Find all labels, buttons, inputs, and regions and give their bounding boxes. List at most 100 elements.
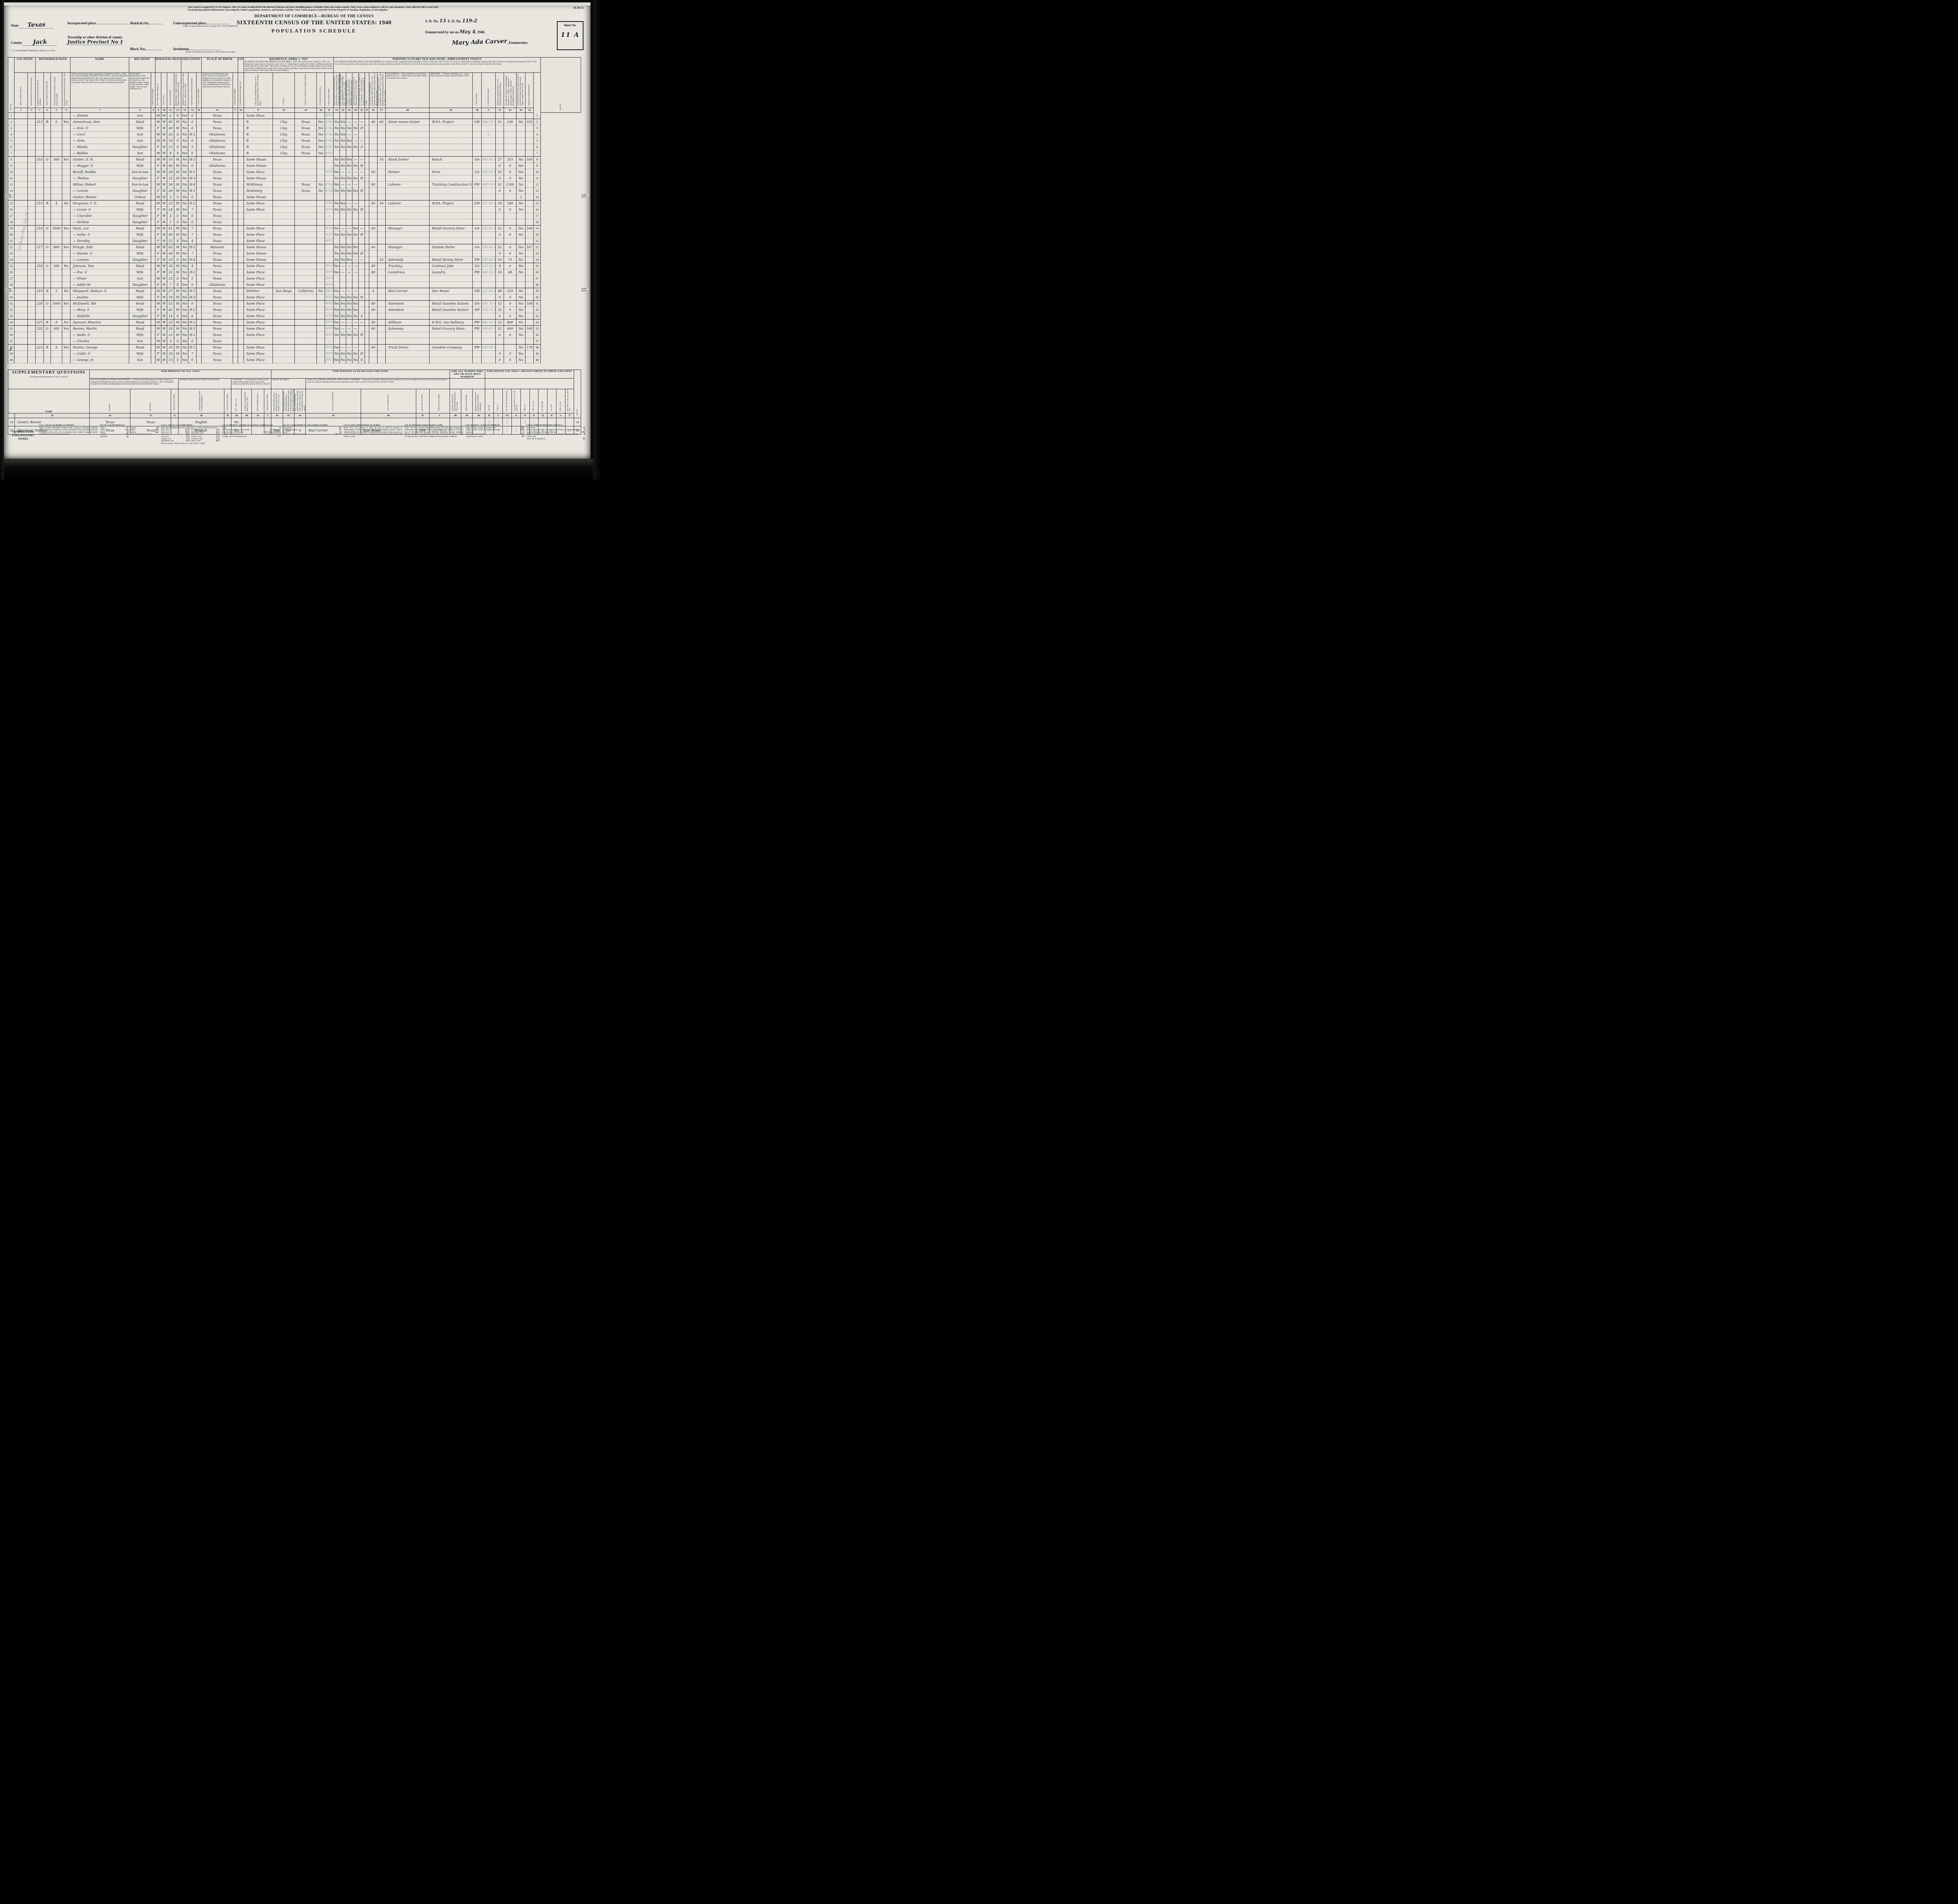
- cell-county: [273, 194, 295, 200]
- cell-ten: [43, 150, 51, 157]
- cell-farm: [61, 219, 71, 226]
- supp-col-lang: Language spoken in home in earliest chil…: [178, 389, 224, 413]
- cell-c21: Yes: [333, 181, 340, 188]
- cell-c31: [495, 131, 504, 138]
- cell-county: [273, 338, 295, 345]
- gpo-imprint: U. S. GOVERNMENT PRINTING OFFICE 16—1157…: [11, 50, 55, 52]
- band-location: LOCATION: [14, 57, 36, 73]
- cell-age: 35: [167, 344, 175, 351]
- cell-c27: [377, 319, 386, 326]
- band-place-of-birth: PLACE OF BIRTH: [201, 57, 238, 73]
- cell-state: Texas: [294, 144, 317, 150]
- cell-c24: —: [352, 169, 359, 175]
- line-number-right: 8: [533, 156, 541, 163]
- col-number-16: 16: [238, 107, 244, 113]
- cell-c23: No: [346, 250, 353, 257]
- sd-value: 13: [439, 18, 446, 23]
- cell-c23: —: [346, 200, 353, 207]
- cell-res_city: [244, 338, 273, 345]
- cell-rfarm: [316, 206, 325, 213]
- cell-school: No: [181, 169, 189, 175]
- cell-val: 8: [51, 319, 62, 326]
- cell-c32: 0: [504, 250, 517, 257]
- cell-c32: [504, 144, 517, 150]
- cell-c34: [525, 238, 534, 244]
- cell-race: W: [161, 313, 168, 319]
- cell-county: [273, 238, 295, 244]
- supp-col-code_i: CODE (Leave blank): [264, 389, 272, 413]
- cell-county: [273, 169, 295, 175]
- cell-occ: Laundress: [385, 269, 430, 276]
- cell-code_c: [233, 307, 238, 313]
- cell-occ: Manager: [385, 225, 430, 232]
- cell-state: [294, 225, 317, 232]
- cell-code_f: [481, 137, 496, 144]
- cell-occ: [385, 137, 430, 144]
- cell-c24: —: [352, 118, 359, 125]
- cell-code_e: [365, 200, 370, 207]
- cell-code_d: XOV3: [325, 269, 334, 276]
- cell-name: McDowell, Sid: [70, 300, 130, 307]
- cell-state: [294, 194, 317, 200]
- line-number-right: 4: [533, 131, 541, 138]
- cell-c24: [352, 112, 359, 119]
- cell-c26: 60: [369, 225, 378, 232]
- cell-relation: Wife: [129, 125, 152, 132]
- cell-c24: [352, 219, 359, 226]
- cell-birth: Texas: [201, 238, 233, 244]
- line-number: 32: [8, 307, 14, 313]
- cell-street: [14, 294, 28, 301]
- cell-birth: Texas: [201, 250, 233, 257]
- cell-val: 800: [51, 244, 62, 251]
- cell-relation: Daughter: [129, 175, 152, 182]
- cell-race: W: [161, 225, 168, 232]
- cell-occ: [385, 338, 430, 345]
- cell-school: No: [181, 300, 189, 307]
- cell-c33: [516, 275, 526, 282]
- cell-c33: No: [516, 231, 526, 238]
- cell-ind: Retail Grocery Store: [429, 225, 473, 232]
- cell-mar: M: [174, 200, 182, 207]
- cell-c21: No: [333, 332, 340, 338]
- cell-race: W: [161, 338, 168, 345]
- cell-c32: 0: [504, 262, 517, 269]
- col-header-code_c: CODE (Leave blank): [233, 72, 238, 108]
- cell-c27: [377, 238, 386, 244]
- cell-state: [294, 325, 317, 332]
- line-number-right: 38: [533, 344, 541, 351]
- cell-c31: 10: [495, 256, 504, 263]
- cell-c23: —: [346, 262, 353, 269]
- line-number-right: 37: [533, 338, 541, 345]
- cell-c27: 60: [377, 118, 386, 125]
- cell-c24: No: [352, 294, 359, 301]
- sheet-number: 11 A: [560, 31, 580, 38]
- margin-suppl-quest-14-right: SUPPL. QUEST.: [581, 194, 588, 198]
- cell-house: [27, 275, 36, 282]
- cell-code_a: [151, 194, 156, 200]
- cell-res_city: Same Place: [244, 225, 273, 232]
- cell-state: [294, 307, 317, 313]
- cell-mar: M: [174, 294, 182, 301]
- cell-c31: 52: [495, 325, 504, 332]
- cell-res_city: Same House: [244, 175, 273, 182]
- cell-race: W: [161, 256, 168, 263]
- cell-c34: [525, 188, 534, 194]
- cell-name: Gunter, D. H.: [70, 156, 130, 163]
- cell-code_a: [151, 169, 156, 175]
- cell-code_d: XOV3: [325, 350, 334, 357]
- cell-code_b: [196, 162, 202, 169]
- cell-c26: [369, 144, 378, 150]
- cell-relation: Daughter: [129, 256, 152, 263]
- cell-c34: 166: [525, 225, 534, 232]
- cell-c32: [504, 238, 517, 244]
- supp-col-c40: If child, is veteran-father dead? (Yes o…: [241, 389, 252, 413]
- cell-age: 12: [167, 238, 175, 244]
- line-number-right: 32: [533, 307, 541, 313]
- cell-race: W: [161, 206, 168, 213]
- cell-c23: Yes: [346, 137, 353, 144]
- cell-c25: [358, 262, 365, 269]
- cell-hh: 219: [35, 287, 44, 294]
- line-number: 3: [8, 125, 14, 132]
- cell-code_c: [233, 188, 238, 194]
- cell-cls: OA: [472, 169, 482, 175]
